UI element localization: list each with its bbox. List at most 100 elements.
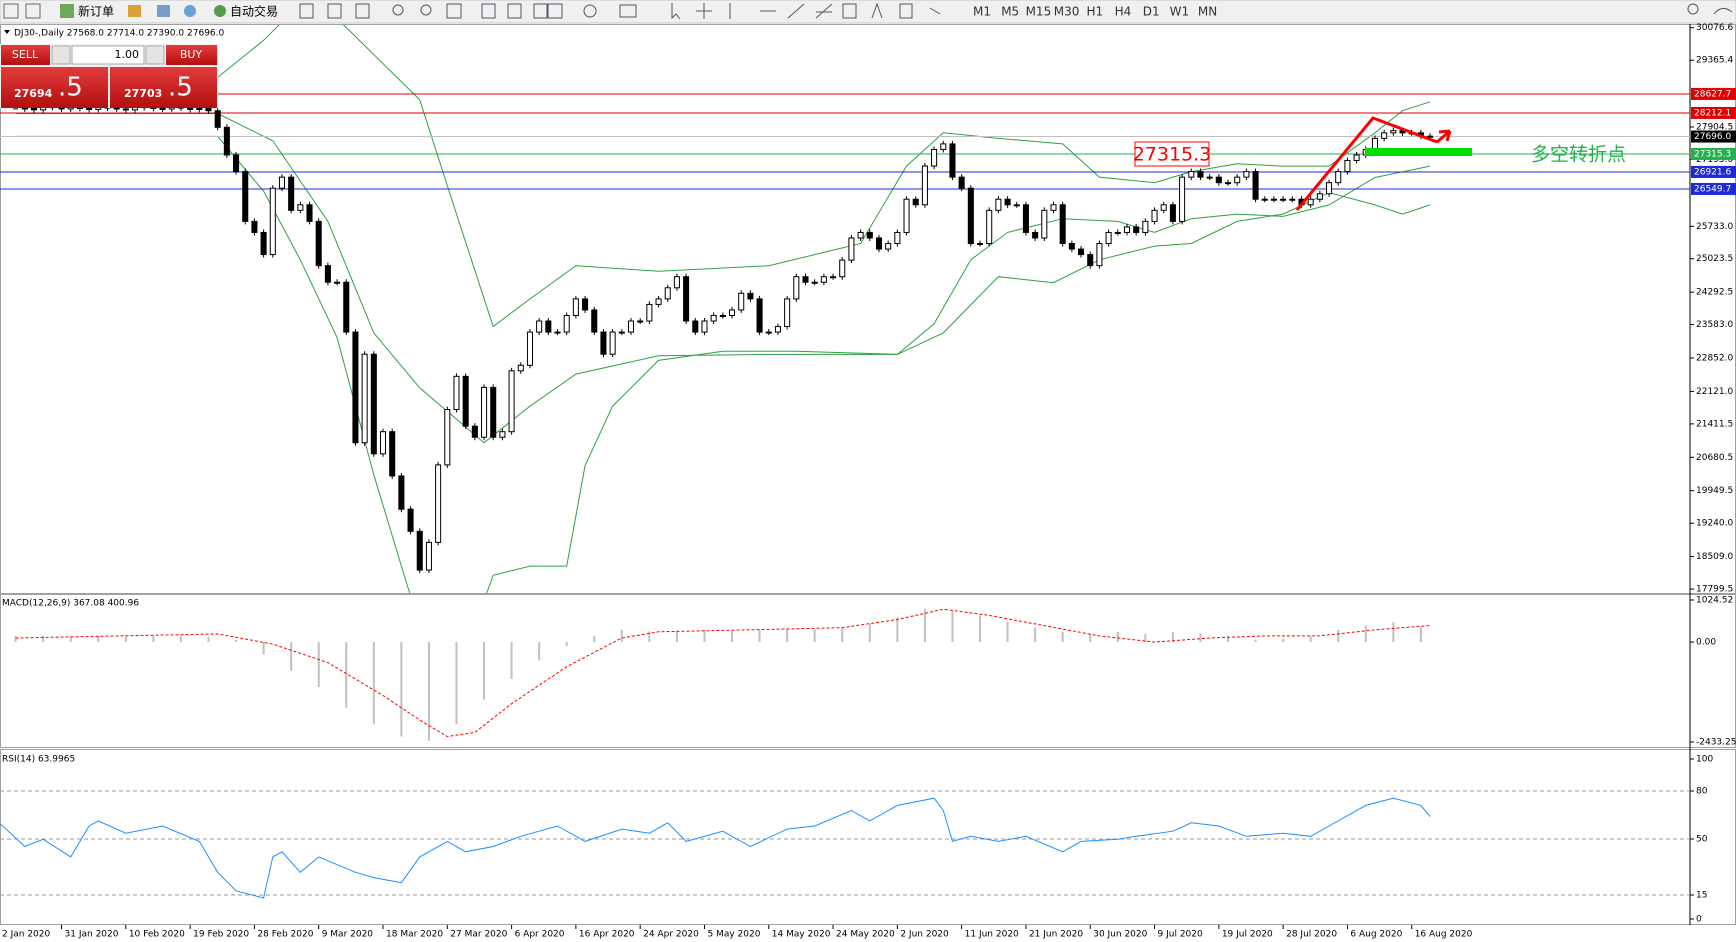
sell-button[interactable] [1, 45, 50, 65]
icon[interactable] [25, 3, 41, 19]
timeframe-button[interactable]: M30 [1054, 5, 1080, 19]
candle [1022, 204, 1029, 233]
candle [1289, 198, 1296, 201]
new-order-button[interactable]: 新订单 [78, 4, 114, 19]
lot-value[interactable]: 1.00 [115, 48, 140, 61]
arrows-tool[interactable] [929, 7, 941, 15]
candle [600, 331, 607, 355]
timeframe-button[interactable]: M1 [973, 5, 991, 19]
sell-price-main[interactable]: 27694 [14, 87, 53, 100]
x-tick-label: 2 Jan 2020 [2, 930, 50, 940]
buy-price-pips[interactable]: .5 [168, 73, 193, 103]
icon[interactable] [299, 3, 314, 19]
timeframe-button[interactable]: M5 [1001, 5, 1019, 19]
candle [490, 386, 497, 438]
lot-input[interactable] [71, 45, 145, 65]
new-order-icon[interactable] [60, 4, 74, 18]
candle [260, 231, 267, 256]
icon[interactable] [547, 3, 563, 19]
candle [196, 107, 203, 110]
macd-plot [14, 608, 1431, 741]
icon[interactable] [157, 5, 170, 17]
arrow-head [1436, 129, 1452, 144]
timeframe-button[interactable]: MN [1198, 5, 1217, 19]
macd-bar [262, 642, 265, 655]
lot-up[interactable] [145, 45, 165, 65]
icon[interactable] [184, 5, 196, 17]
timeframe-button[interactable]: H4 [1115, 5, 1132, 19]
annotation-text: 多空转折点 [1531, 144, 1626, 166]
candle [416, 530, 423, 571]
macd-bar [868, 623, 871, 643]
trendline-tool[interactable] [787, 3, 805, 19]
search[interactable] [1687, 3, 1699, 15]
candle [315, 220, 322, 267]
icon[interactable] [481, 3, 496, 19]
candle [582, 298, 589, 311]
text-tool[interactable] [871, 2, 883, 19]
icon[interactable] [619, 4, 637, 18]
y-tick-label: 0.00 [1696, 638, 1716, 648]
candle [995, 198, 1002, 211]
sell-price-box[interactable] [1, 67, 108, 108]
macd-bar [841, 627, 844, 643]
icon[interactable] [1713, 8, 1733, 15]
x-tick-label: 19 Jul 2020 [1222, 930, 1273, 940]
candle [526, 331, 533, 366]
icon[interactable] [128, 5, 141, 17]
candle [802, 276, 809, 283]
candle [1013, 204, 1020, 207]
candle [1078, 248, 1085, 256]
sell-label[interactable]: SELL [12, 48, 39, 61]
timeframe-button[interactable]: M15 [1026, 5, 1052, 19]
candle [288, 176, 295, 211]
channel-tool[interactable] [815, 3, 833, 19]
tool-icons [299, 2, 1733, 20]
candle [1252, 171, 1259, 200]
zoom-out[interactable] [420, 4, 432, 16]
candle [444, 409, 451, 466]
buy-price-main[interactable]: 27703 [124, 87, 162, 100]
candle [747, 292, 754, 300]
icon[interactable] [533, 3, 548, 19]
sell-price-pips[interactable]: .5 [58, 73, 83, 103]
auto-trading-icon[interactable] [214, 5, 226, 17]
icon[interactable] [446, 3, 462, 19]
macd-bar [813, 629, 816, 643]
candle [508, 370, 515, 433]
timeframe-button[interactable]: D1 [1143, 5, 1160, 19]
macd-bar [565, 642, 568, 647]
timeframe-button[interactable]: W1 [1170, 5, 1190, 19]
candle [1041, 209, 1048, 239]
icon[interactable] [327, 3, 342, 19]
candle [453, 375, 460, 411]
buy-button[interactable] [166, 45, 217, 65]
crosshair-tool[interactable] [696, 3, 712, 19]
icon[interactable] [583, 4, 597, 18]
icon[interactable] [507, 3, 522, 19]
auto-trading-button[interactable]: 自动交易 [230, 4, 278, 19]
candle [710, 314, 717, 322]
buy-label[interactable]: BUY [180, 48, 203, 61]
macd-bar [538, 642, 541, 661]
icon[interactable] [3, 3, 19, 19]
candle [398, 475, 405, 510]
cursor-tool[interactable] [671, 3, 681, 20]
lot-down[interactable] [51, 45, 71, 65]
buy-price-box[interactable] [110, 67, 217, 108]
icon[interactable] [355, 3, 370, 19]
candle [1353, 154, 1360, 161]
label-tool[interactable] [899, 3, 913, 19]
candle [554, 331, 561, 334]
zoom-in[interactable] [392, 4, 404, 16]
candle [1224, 182, 1232, 185]
chart-title: DJ30-,Daily 27568.0 27714.0 27390.0 2769… [14, 29, 225, 39]
candle [1059, 204, 1066, 245]
candle [1068, 243, 1075, 250]
fibo-tool[interactable] [842, 3, 857, 19]
x-tick-label: 6 Aug 2020 [1350, 930, 1402, 940]
x-tick-label: 9 Mar 2020 [322, 930, 374, 940]
timeframe-button[interactable]: H1 [1086, 5, 1103, 19]
candle [1197, 171, 1204, 178]
candle [1307, 198, 1314, 206]
